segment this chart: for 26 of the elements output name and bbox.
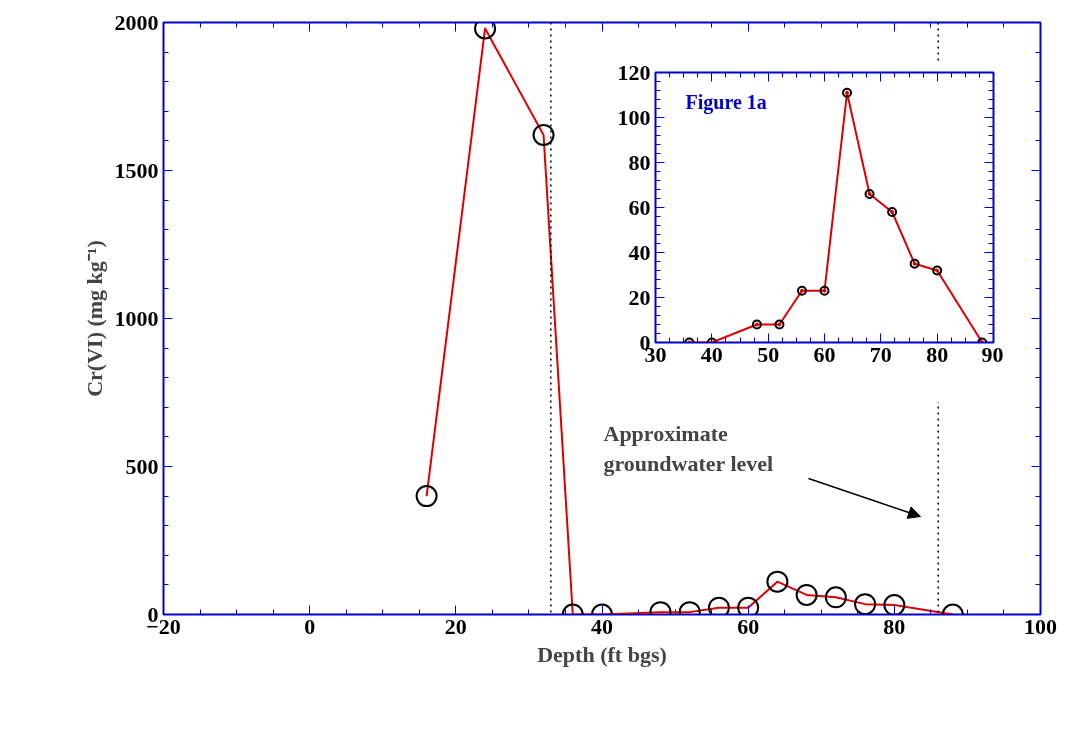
x-tick-label: 80 (883, 613, 906, 639)
x-tick-label: 40 (700, 341, 723, 367)
y-axis-title: Cr(VI) (mg kg⁻¹) (81, 240, 107, 397)
annotation: Approximate groundwater level (603, 420, 774, 476)
y-tick-label: 1000 (114, 305, 159, 331)
y-tick-label: 80 (628, 149, 651, 175)
x-axis-title: Depth (ft bgs) (537, 641, 667, 667)
x-tick-label: 100 (1024, 613, 1057, 639)
x-tick-label: 60 (813, 341, 836, 367)
y-tick-label: 100 (617, 104, 651, 130)
x-tick-label: 50 (757, 341, 780, 367)
text: Figure 1a (685, 90, 767, 114)
y-tick-label: 1500 (114, 157, 159, 183)
y-tick-label: 40 (628, 239, 651, 265)
x-tick-label: 80 (926, 341, 949, 367)
x-tick-label: 90 (981, 341, 1004, 367)
y-tick-label: 500 (125, 453, 159, 479)
y-tick-label: 60 (628, 194, 651, 220)
x-tick-label: 60 (737, 613, 760, 639)
x-tick-label: 20 (444, 613, 467, 639)
y-tick-label: 2000 (114, 9, 159, 35)
y-tick-label: 20 (628, 284, 651, 310)
y-tick-label: 120 (617, 59, 651, 85)
x-tick-label: 0 (304, 613, 316, 639)
x-tick-label: 40 (591, 613, 613, 639)
x-tick-label: 70 (869, 341, 892, 367)
